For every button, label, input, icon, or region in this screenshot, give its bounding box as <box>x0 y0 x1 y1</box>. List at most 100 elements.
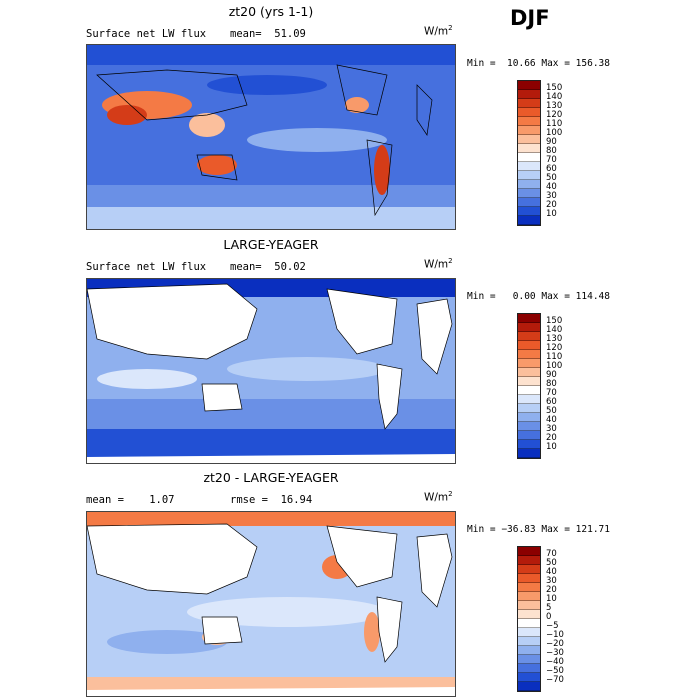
colorbar-tick-label: 40 <box>546 567 557 577</box>
colorbar-segment <box>518 547 540 556</box>
colorbar-segment <box>518 144 540 153</box>
colorbar-segment <box>518 171 540 180</box>
panel-3-units: W/m2 <box>424 490 453 504</box>
colorbar-tick-label: 5 <box>546 603 552 613</box>
colorbar-segment <box>518 207 540 216</box>
panel-3-mean: mean = 1.07 <box>86 494 175 506</box>
colorbar-segment <box>518 81 540 90</box>
colorbar-tick-label: 0 <box>546 612 552 622</box>
colorbar-tick-label: 130 <box>546 101 563 111</box>
colorbar-tick-label: 120 <box>546 343 563 353</box>
colorbar-tick-label: −5 <box>546 621 559 631</box>
season-label: DJF <box>510 6 550 30</box>
colorbar-tick-label: 120 <box>546 110 563 120</box>
colorbar-segment <box>518 216 540 225</box>
colorbar-segment <box>518 189 540 198</box>
colorbar-tick-label: 70 <box>546 388 557 398</box>
colorbar-tick-label: 50 <box>546 406 557 416</box>
colorbar-tick-label: 40 <box>546 182 557 192</box>
colorbar-segment <box>518 404 540 413</box>
colorbar-segment <box>518 628 540 637</box>
panel-2-variable: Surface net LW flux <box>86 261 207 273</box>
colorbar-tick-label: −40 <box>546 657 564 667</box>
colorbar-tick-label: 30 <box>546 424 557 434</box>
colorbar-tick-label: 150 <box>546 83 563 93</box>
colorbar-tick-label: 90 <box>546 137 557 147</box>
colorbar-segment <box>518 431 540 440</box>
colorbar-tick-label: −30 <box>546 648 564 658</box>
colorbar-segment <box>518 682 540 691</box>
colorbar-segment <box>518 108 540 117</box>
colorbar-tick-label: 10 <box>546 594 557 604</box>
panel-3-map <box>86 511 456 697</box>
colorbar-tick-label: 110 <box>546 119 563 129</box>
panel-2-units: W/m2 <box>424 257 453 271</box>
colorbar-segment <box>518 556 540 565</box>
panel-2-colorbar <box>517 313 541 459</box>
panel-3-title: zt20 - LARGE-YEAGER <box>203 470 339 485</box>
panel-1-colorbar <box>517 80 541 226</box>
colorbar-segment <box>518 368 540 377</box>
colorbar-tick-label: 70 <box>546 155 557 165</box>
panel-2-heatmap <box>87 279 455 463</box>
colorbar-tick-label: −20 <box>546 639 564 649</box>
colorbar-tick-label: 140 <box>546 92 563 102</box>
colorbar-tick-label: 60 <box>546 397 557 407</box>
colorbar-tick-label: 50 <box>546 173 557 183</box>
panel-3-heatmap <box>87 512 455 696</box>
colorbar-tick-label: 40 <box>546 415 557 425</box>
colorbar-tick-label: 140 <box>546 325 563 335</box>
colorbar-segment <box>518 655 540 664</box>
panel-1-minmax: Min = 10.66 Max = 156.38 <box>467 58 610 69</box>
panel-1-variable: Surface net LW flux <box>86 28 207 40</box>
panel-1-heatmap <box>87 45 455 229</box>
colorbar-tick-label: 60 <box>546 164 557 174</box>
colorbar-tick-label: 10 <box>546 442 557 452</box>
colorbar-tick-label: 110 <box>546 352 563 362</box>
panel-1-units: W/m2 <box>424 24 453 38</box>
colorbar-segment <box>518 664 540 673</box>
colorbar-segment <box>518 90 540 99</box>
colorbar-tick-label: 70 <box>546 549 557 559</box>
colorbar-tick-label: −10 <box>546 630 564 640</box>
colorbar-tick-label: 10 <box>546 209 557 219</box>
colorbar-segment <box>518 135 540 144</box>
colorbar-segment <box>518 395 540 404</box>
colorbar-tick-label: 80 <box>546 146 557 156</box>
panel-2-minmax: Min = 0.00 Max = 114.48 <box>467 291 610 302</box>
colorbar-tick-label: 20 <box>546 200 557 210</box>
colorbar-segment <box>518 637 540 646</box>
colorbar-segment <box>518 440 540 449</box>
colorbar-segment <box>518 610 540 619</box>
colorbar-segment <box>518 126 540 135</box>
colorbar-segment <box>518 422 540 431</box>
colorbar-segment <box>518 332 540 341</box>
colorbar-segment <box>518 619 540 628</box>
colorbar-tick-label: 150 <box>546 316 563 326</box>
colorbar-segment <box>518 413 540 422</box>
colorbar-tick-label: 20 <box>546 585 557 595</box>
colorbar-segment <box>518 180 540 189</box>
colorbar-segment <box>518 117 540 126</box>
panel-2-mean: mean= 50.02 <box>230 261 306 273</box>
colorbar-segment <box>518 153 540 162</box>
colorbar-segment <box>518 350 540 359</box>
colorbar-segment <box>518 341 540 350</box>
colorbar-segment <box>518 673 540 682</box>
colorbar-tick-label: 80 <box>546 379 557 389</box>
colorbar-tick-label: 100 <box>546 361 563 371</box>
panel-2-title: LARGE-YEAGER <box>223 237 319 252</box>
panel-1-title: zt20 (yrs 1-1) <box>228 4 314 19</box>
panel-3-rmse: rmse = 16.94 <box>230 494 313 506</box>
colorbar-segment <box>518 377 540 386</box>
colorbar-segment <box>518 583 540 592</box>
panel-2-map <box>86 278 456 464</box>
colorbar-tick-label: 30 <box>546 191 557 201</box>
colorbar-segment <box>518 565 540 574</box>
panel-3-minmax: Min = −36.83 Max = 121.71 <box>467 524 610 535</box>
panel-3-colorbar <box>517 546 541 692</box>
colorbar-tick-label: −50 <box>546 666 564 676</box>
colorbar-tick-label: 20 <box>546 433 557 443</box>
colorbar-segment <box>518 314 540 323</box>
colorbar-segment <box>518 386 540 395</box>
